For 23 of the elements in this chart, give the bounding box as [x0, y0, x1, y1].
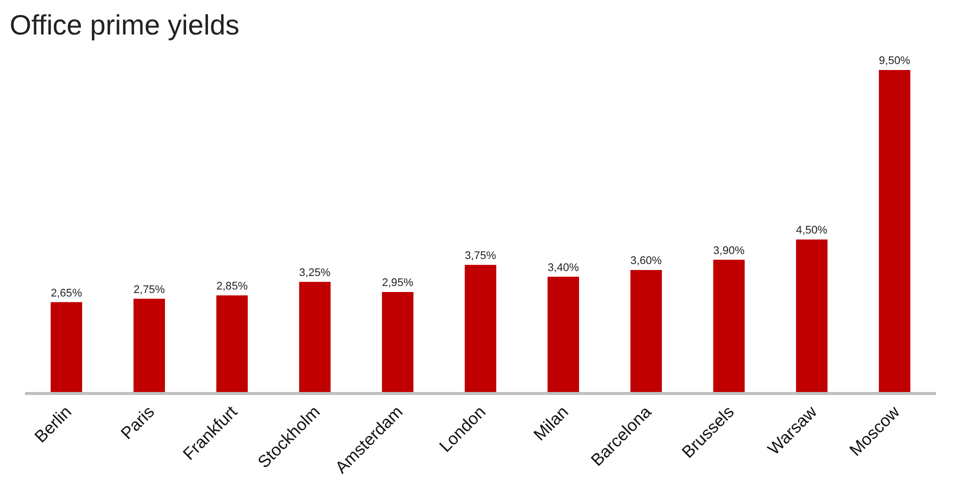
data-label: 2,65% — [50, 287, 82, 300]
data-label: 3,60% — [630, 255, 662, 268]
data-label: 4,50% — [796, 224, 828, 237]
data-label: 2,85% — [216, 280, 248, 293]
data-label: 3,90% — [713, 245, 745, 258]
bar — [878, 70, 910, 392]
data-label: 3,75% — [464, 250, 496, 262]
bar — [464, 264, 496, 392]
bar — [796, 239, 828, 392]
bar — [713, 260, 745, 392]
data-label: 3,25% — [299, 267, 331, 280]
data-label: 3,40% — [548, 262, 580, 274]
bar — [630, 270, 662, 392]
bar — [216, 295, 248, 392]
data-label: 2,95% — [382, 277, 414, 290]
bar — [382, 292, 414, 392]
chart-title: Office prime yields — [10, 10, 240, 41]
bar — [50, 302, 82, 392]
bar — [133, 298, 165, 392]
data-label: 9,50% — [878, 55, 910, 68]
bar — [548, 276, 580, 392]
data-label: 2,75% — [134, 284, 166, 296]
bar — [299, 282, 331, 392]
